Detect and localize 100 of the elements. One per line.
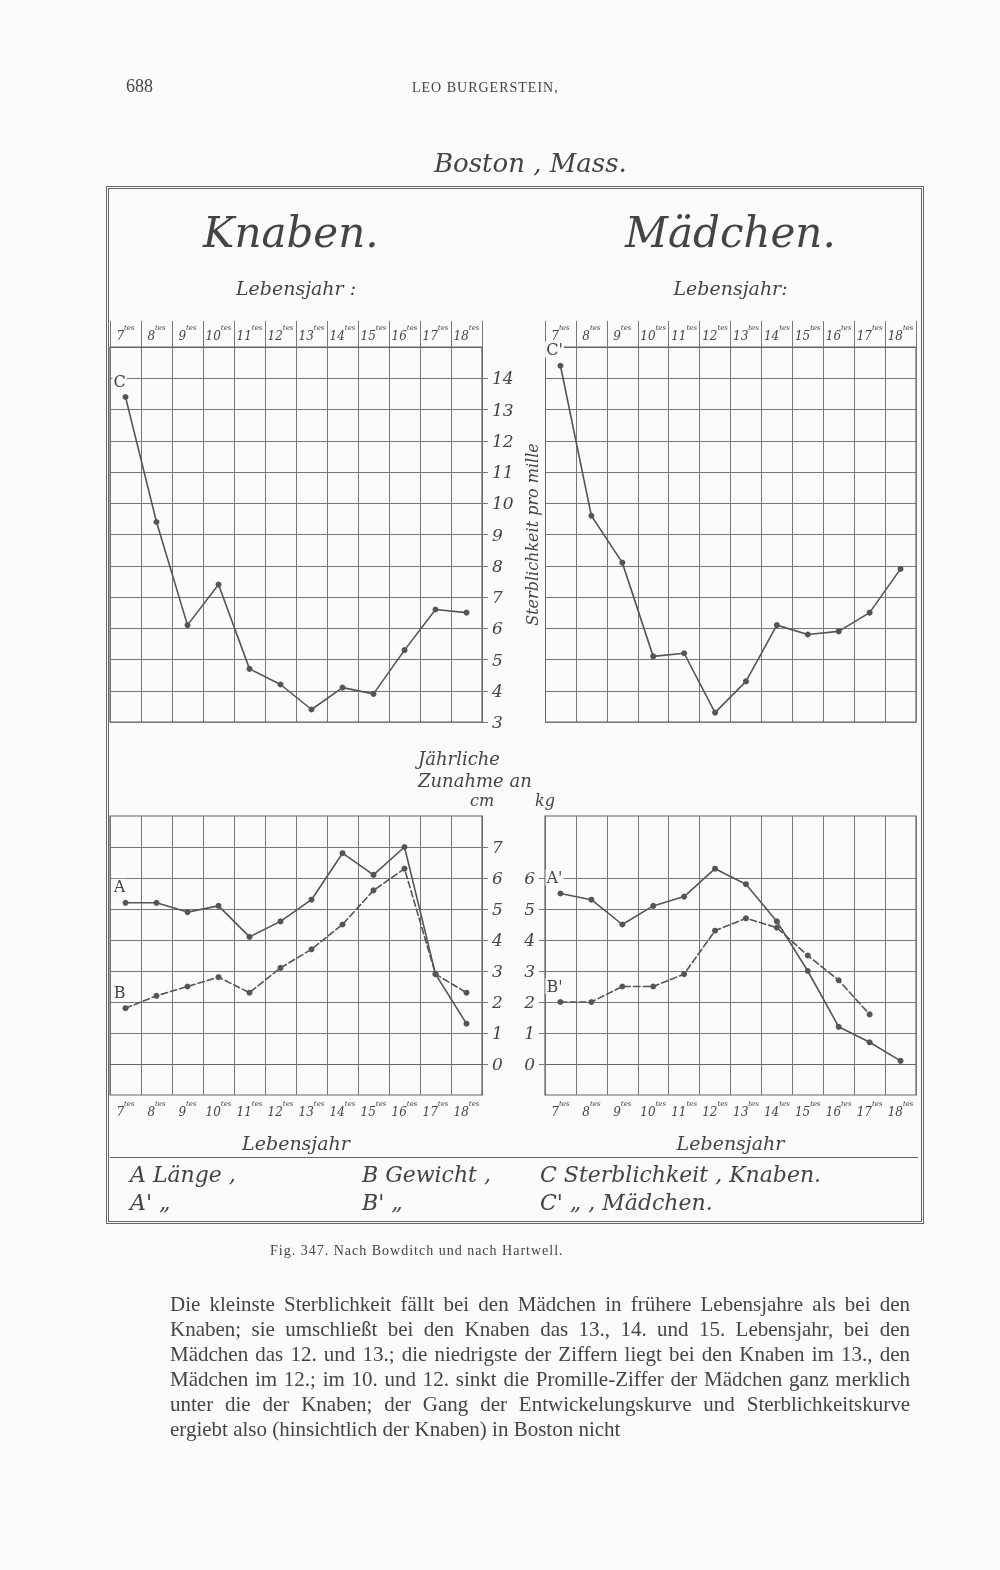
- y-tick-label: 0: [524, 1054, 536, 1074]
- point: [588, 512, 595, 519]
- point: [557, 890, 564, 897]
- text: B Gewicht ,: [362, 1162, 491, 1187]
- point: [866, 1039, 873, 1046]
- x-axis-title: Lebensjahr: [241, 1131, 352, 1154]
- y-axis-title: cm: [469, 790, 495, 810]
- y-tick-label: 5: [492, 899, 503, 919]
- point: [122, 899, 129, 906]
- point: [712, 709, 719, 716]
- point: [215, 974, 222, 981]
- point: [712, 865, 719, 872]
- text: B' „: [362, 1190, 403, 1215]
- y-axis-title: Sterblichkeit pro mille: [523, 443, 543, 626]
- chart-title: Jährliche Zunahme an: [414, 747, 532, 791]
- point: [773, 918, 780, 925]
- y-tick-label: 11: [492, 462, 514, 482]
- text: A Länge ,: [130, 1162, 236, 1187]
- point: [897, 1057, 904, 1064]
- text: C Sterblichkeit , Knaben.: [540, 1162, 822, 1187]
- point: [246, 665, 253, 672]
- point: [339, 921, 346, 928]
- x-axis-title: Lebensjahr: [675, 1131, 787, 1154]
- point: [153, 992, 160, 999]
- point: [650, 653, 657, 660]
- series-label: C: [113, 371, 126, 391]
- point: [650, 983, 657, 990]
- point: [835, 1023, 842, 1030]
- point: [277, 964, 284, 971]
- point: [835, 977, 842, 984]
- point: [835, 628, 842, 635]
- y-tick-label: 5: [524, 899, 535, 919]
- y-tick-label: 5: [492, 649, 503, 670]
- point: [804, 968, 811, 974]
- series-label: A: [112, 877, 126, 897]
- y-tick-label: 2: [523, 992, 535, 1012]
- series-label: B': [546, 976, 563, 996]
- y-tick-label: 2: [491, 992, 503, 1012]
- y-tick-label: 3: [492, 961, 503, 981]
- y-tick-label: 0: [492, 1054, 503, 1074]
- text: Die kleinste Sterblichkeit fällt bei den Mädchen in frühere Lebensjahre als bei den Knaben; sie umschließt bei den Knaben das 13., 14. und 15. Lebensjahr, bei den Mädchen das 12. und 13.; die niedrigste der Ziffern liegt bei den Knaben im 13., den Mädchen im 12.; im 10. und 12. sinkt die Promille-Ziffer der Mädchen ganz merklich unter die der Knaben; der Gang der Entwickelungskurve und Sterblichkeitskurve ergiebt also (hinsichtlich der Knaben) in Boston nicht: [170, 1292, 910, 1442]
- point: [401, 844, 408, 850]
- series-label: C': [546, 340, 563, 360]
- y-tick-label: 7: [492, 587, 503, 607]
- point: [588, 896, 595, 903]
- point: [804, 952, 811, 959]
- point: [370, 690, 377, 697]
- point: [742, 678, 749, 685]
- y-tick-label: 1: [492, 1023, 503, 1043]
- y-tick-label: 6: [524, 868, 536, 888]
- y-tick-label: 9: [492, 524, 503, 545]
- y-tick-label: 6: [492, 618, 503, 639]
- chart-title: Knaben.: [202, 207, 379, 257]
- y-tick-label: 1: [524, 1023, 535, 1043]
- y-tick-label: 3: [492, 712, 503, 732]
- x-axis-title: Lebensjahr :: [234, 276, 357, 299]
- point: [432, 606, 439, 613]
- series-label: A': [545, 868, 563, 887]
- text: Boston , Mass.: [434, 148, 627, 178]
- point: [557, 362, 564, 369]
- point: [681, 971, 688, 978]
- point: [308, 706, 315, 713]
- point: [773, 622, 780, 629]
- point: [308, 946, 315, 953]
- y-axis-title: kg: [535, 790, 555, 810]
- point: [557, 999, 564, 1005]
- point: [712, 927, 719, 934]
- y-tick-label: 12: [492, 430, 514, 451]
- point: [619, 559, 626, 566]
- y-tick-label: 7: [492, 837, 503, 857]
- point: [370, 871, 377, 878]
- y-tick-label: 4: [491, 930, 503, 950]
- point: [215, 581, 222, 588]
- text: C' „ , Mädchen.: [540, 1190, 713, 1215]
- x-axis-title: Lebensjahr:: [672, 276, 788, 299]
- y-tick-label: 6: [492, 868, 503, 888]
- point: [277, 681, 284, 688]
- point: [866, 609, 873, 616]
- text: A' „: [130, 1190, 171, 1215]
- point: [153, 519, 160, 525]
- y-tick-label: 14: [492, 368, 514, 389]
- point: [681, 650, 688, 657]
- point: [401, 647, 408, 654]
- point: [742, 915, 749, 922]
- point: [246, 933, 253, 940]
- point: [184, 983, 191, 990]
- point: [122, 1005, 129, 1012]
- chart-title: Mädchen.: [624, 207, 836, 257]
- point: [122, 394, 129, 400]
- text: 688: [126, 76, 153, 97]
- point: [742, 881, 749, 888]
- y-tick-label: 8: [492, 555, 503, 576]
- caption: Fig. 347. Nach Bowditch und nach Hartwell.: [270, 1243, 564, 1259]
- point: [215, 902, 222, 909]
- point: [153, 899, 160, 906]
- y-tick-label: 4: [523, 930, 535, 950]
- point: [588, 999, 595, 1005]
- point: [339, 850, 346, 857]
- y-tick-label: 10: [492, 493, 514, 514]
- y-tick-label: 13: [492, 399, 514, 420]
